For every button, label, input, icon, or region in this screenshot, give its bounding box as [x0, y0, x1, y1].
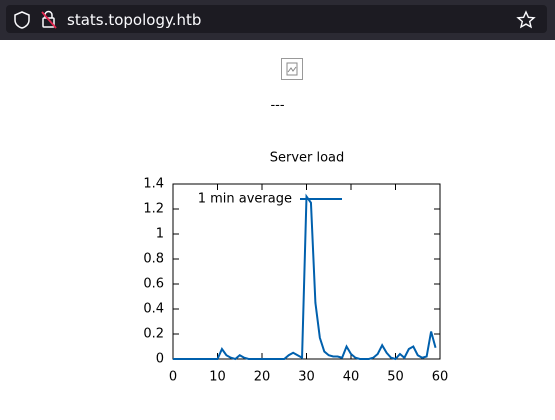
bookmark-star[interactable]: [516, 10, 536, 30]
lock-icon[interactable]: [40, 10, 58, 30]
legend-label: 1 min average: [198, 192, 292, 207]
y-tick-label: 0: [156, 352, 164, 367]
y-tick-label: 1.2: [143, 202, 164, 217]
series-line: [173, 193, 437, 361]
broken-image-icon: [281, 58, 303, 80]
y-tick-label: 0.4: [143, 302, 164, 317]
url-text[interactable]: stats.topology.htb: [67, 11, 202, 29]
x-tick-label: 40: [343, 370, 360, 385]
y-tick-label: 1: [156, 227, 164, 242]
x-tick-label: 50: [387, 370, 404, 385]
y-tick-label: 0.8: [143, 252, 164, 267]
browser-toolbar: stats.topology.htb: [0, 0, 555, 40]
x-tick-label: 10: [209, 370, 226, 385]
x-tick-label: 0: [169, 370, 177, 385]
chart: Server load 0 0.2 0.4 0.6 0.8 1 1.2 1.4 0 10 20 30 4…: [143, 151, 449, 385]
chart-title: Server load: [270, 151, 345, 166]
separator-text: ---: [270, 98, 285, 113]
x-tick-label: 30: [298, 370, 315, 385]
shield-icon[interactable]: [12, 10, 32, 30]
y-tick-label: 0.2: [143, 327, 164, 342]
x-tick-label: 20: [254, 370, 271, 385]
y-tick-label: 0.6: [143, 277, 164, 292]
y-tick-label: 1.4: [143, 177, 164, 192]
url-bar[interactable]: [6, 5, 547, 33]
x-tick-label: 60: [432, 370, 449, 385]
